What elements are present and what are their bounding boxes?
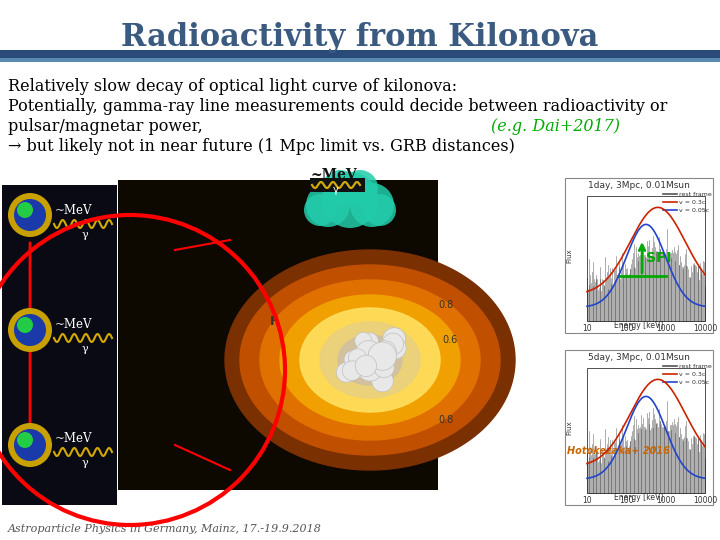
Circle shape	[8, 423, 52, 467]
Text: 10: 10	[582, 496, 592, 505]
Text: ~MeV: ~MeV	[55, 318, 92, 331]
Text: v = 0.05c: v = 0.05c	[679, 207, 709, 213]
Text: 10000: 10000	[693, 496, 717, 505]
Text: rest frame: rest frame	[679, 192, 712, 197]
Text: v = 0.3c: v = 0.3c	[679, 372, 706, 376]
Circle shape	[17, 202, 33, 218]
Circle shape	[14, 429, 46, 461]
Text: Radioactivity from Kilonova: Radioactivity from Kilonova	[121, 22, 599, 53]
Text: Energy [keV]: Energy [keV]	[614, 321, 664, 330]
Circle shape	[364, 194, 396, 226]
Circle shape	[382, 333, 404, 355]
Circle shape	[383, 338, 403, 357]
Text: 0.8: 0.8	[438, 300, 454, 310]
Circle shape	[356, 355, 383, 381]
Circle shape	[322, 170, 358, 206]
Text: γ: γ	[81, 230, 89, 240]
Text: 100: 100	[619, 324, 634, 333]
Circle shape	[355, 332, 372, 349]
Text: SPI: SPI	[646, 252, 672, 266]
Circle shape	[369, 344, 389, 365]
Bar	[0, 50, 720, 58]
Text: 1000: 1000	[656, 324, 675, 333]
Circle shape	[8, 193, 52, 237]
Bar	[2, 185, 117, 505]
Bar	[587, 196, 705, 321]
Circle shape	[8, 308, 52, 352]
Bar	[565, 350, 713, 505]
Circle shape	[342, 361, 362, 380]
Circle shape	[17, 432, 33, 448]
Circle shape	[336, 362, 356, 382]
Text: Astroparticle Physics in Germany, Mainz, 17.-19.9.2018: Astroparticle Physics in Germany, Mainz,…	[8, 524, 322, 534]
Text: 100: 100	[619, 496, 634, 505]
Text: F: F	[270, 315, 279, 328]
Circle shape	[372, 370, 393, 392]
Circle shape	[14, 199, 46, 231]
Polygon shape	[300, 308, 440, 412]
Bar	[565, 178, 713, 333]
Polygon shape	[338, 335, 402, 385]
Circle shape	[322, 172, 378, 228]
Circle shape	[342, 170, 378, 206]
Text: 1day, 3Mpc, 0.01Msun: 1day, 3Mpc, 0.01Msun	[588, 181, 690, 190]
Circle shape	[344, 350, 363, 369]
Circle shape	[348, 349, 366, 367]
Text: 10: 10	[582, 324, 592, 333]
Circle shape	[368, 342, 397, 370]
Bar	[0, 58, 720, 62]
Text: rest frame: rest frame	[679, 363, 712, 368]
Text: Flux: Flux	[566, 420, 572, 435]
Circle shape	[383, 328, 405, 350]
Text: Relatively slow decay of optical light curve of kilonova:: Relatively slow decay of optical light c…	[8, 78, 457, 95]
Text: ~MeV: ~MeV	[310, 168, 356, 182]
Polygon shape	[240, 265, 500, 455]
Text: → but likely not in near future (1 Mpc limit vs. GRB distances): → but likely not in near future (1 Mpc l…	[8, 138, 515, 155]
Circle shape	[374, 341, 396, 363]
Text: pulsar/magnetar power,: pulsar/magnetar power,	[8, 118, 203, 135]
Bar	[587, 368, 705, 493]
Bar	[118, 180, 438, 490]
Polygon shape	[225, 250, 515, 470]
Text: Flux: Flux	[566, 248, 572, 263]
Text: 5day, 3Mpc, 0.01Msun: 5day, 3Mpc, 0.01Msun	[588, 353, 690, 362]
Bar	[310, 178, 365, 192]
Text: 0.8: 0.8	[438, 415, 454, 425]
Text: Hotokezaka+ 2016: Hotokezaka+ 2016	[567, 446, 670, 456]
Text: ~MeV: ~MeV	[55, 432, 92, 445]
Circle shape	[374, 357, 395, 377]
Circle shape	[304, 194, 336, 226]
Text: ~MeV: ~MeV	[55, 204, 92, 217]
Circle shape	[355, 355, 377, 376]
Text: γ: γ	[81, 458, 89, 468]
Polygon shape	[320, 322, 420, 398]
Text: 1000: 1000	[656, 496, 675, 505]
Text: γ: γ	[81, 344, 89, 354]
Circle shape	[17, 317, 33, 333]
Circle shape	[355, 341, 382, 368]
Text: 10000: 10000	[693, 324, 717, 333]
Text: v = 0.05c: v = 0.05c	[679, 380, 709, 384]
Text: 0.6: 0.6	[442, 335, 457, 345]
Circle shape	[14, 314, 46, 346]
Circle shape	[306, 183, 350, 227]
Text: v = 0.3c: v = 0.3c	[679, 199, 706, 205]
Text: (e.g. Dai+2017): (e.g. Dai+2017)	[491, 118, 620, 135]
Polygon shape	[280, 295, 460, 425]
Polygon shape	[260, 280, 480, 440]
Text: Potentially, gamma-ray line measurements could decide between radioactivity or: Potentially, gamma-ray line measurements…	[8, 98, 667, 115]
Circle shape	[350, 183, 394, 227]
Text: γ: γ	[333, 185, 339, 195]
Text: Energy [keV]: Energy [keV]	[614, 493, 664, 502]
Circle shape	[384, 337, 406, 359]
Circle shape	[361, 333, 379, 349]
